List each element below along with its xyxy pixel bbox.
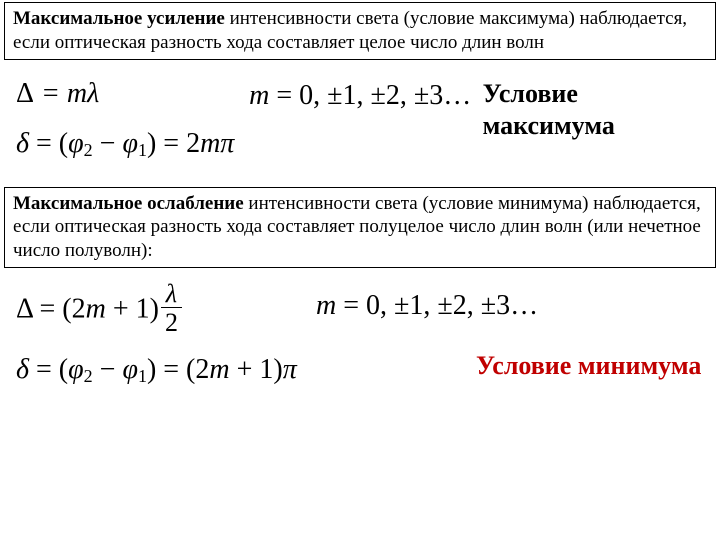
formula-phase-min: δ = (φ2 − φ1) = (2m + 1)π — [16, 354, 316, 387]
formula-phase-max: δ = (φ2 − φ1) = 2mπ — [16, 128, 249, 161]
min-formula-row: Δ = (2m + 1)λ2 δ = (φ2 − φ1) = (2m + 1)π… — [0, 272, 720, 393]
max-formula-row: Δ = mλ δ = (φ2 − φ1) = 2mπ m = 0, ±1, ±2… — [0, 64, 720, 167]
formula-delta-min: Δ = (2m + 1)λ2 — [16, 282, 316, 340]
max-condition-label: Условие максимума — [483, 78, 710, 143]
min-condition-text-block: Максимальное ослабление интенсивности св… — [4, 187, 716, 268]
formula-m-values-min: m = 0, ±1, ±2, ±3… — [316, 290, 701, 322]
formula-delta-max: Δ = mλ — [16, 78, 249, 110]
max-condition-text-block: Максимальное усиление интенсивности свет… — [4, 2, 716, 60]
formula-m-values-max: m = 0, ±1, ±2, ±3… — [249, 80, 472, 112]
min-emphasis: Максимальное ослабление — [13, 193, 244, 214]
min-condition-label: Условие минимума — [476, 350, 701, 383]
max-emphasis: Максимальное усиление — [13, 8, 225, 29]
